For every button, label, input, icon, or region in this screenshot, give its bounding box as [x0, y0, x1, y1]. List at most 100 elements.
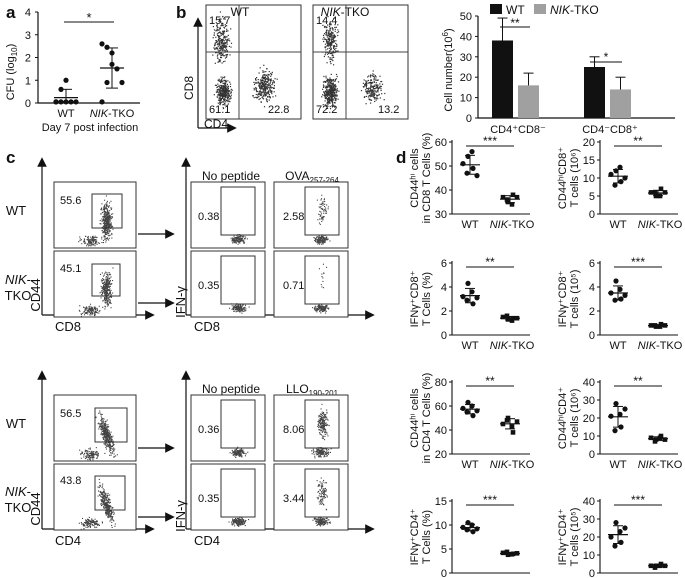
flow-dot [328, 425, 330, 427]
flow-dot [372, 70, 374, 72]
flow-dot [317, 243, 319, 245]
flow-dot [106, 502, 108, 504]
flow-dot [103, 231, 105, 233]
flow-dot [87, 313, 89, 315]
flow-dot [236, 452, 238, 454]
flow-dot [333, 95, 335, 97]
flow-dot [337, 98, 339, 100]
flow-dot [217, 94, 219, 96]
flow-dot [273, 85, 275, 87]
flow-dot [104, 204, 106, 206]
flow-dot [242, 304, 244, 306]
flow-dot [229, 54, 231, 56]
flow-dot [109, 301, 111, 303]
flow-dot [320, 413, 322, 415]
flow-dot [240, 307, 242, 309]
flow-dot [327, 37, 329, 39]
flow-dot [334, 78, 336, 80]
flow-dot [323, 26, 326, 28]
flow-dot [80, 454, 82, 456]
flow-dot [378, 94, 380, 96]
flow-dot [266, 74, 268, 77]
flow-dot [113, 455, 115, 457]
flow-dot [322, 310, 324, 312]
flow-dot [271, 90, 273, 93]
flow-dot [105, 492, 107, 494]
flow-dot [334, 102, 336, 104]
flow-dot [313, 453, 315, 455]
flow-dot [270, 79, 272, 81]
flow-dot [223, 82, 225, 85]
flow-dot [105, 300, 107, 302]
flow-dot [225, 50, 227, 52]
flow-dot [243, 451, 245, 453]
flow-dot [315, 522, 317, 524]
flow-dot [264, 79, 266, 81]
flow-dot [106, 426, 108, 428]
flow-dot [103, 217, 105, 219]
flow-dot [236, 451, 238, 453]
flow-dot [97, 452, 99, 454]
flow-dot [263, 78, 265, 80]
flow-dot [335, 47, 337, 49]
flow-dot [262, 88, 265, 90]
flow-dot [333, 64, 335, 66]
flow-dot [216, 89, 218, 91]
flow-dot [319, 214, 321, 216]
flow-dot [101, 417, 103, 419]
flow-dot [101, 203, 103, 205]
c-ifn-plot-nopeptide [190, 250, 266, 318]
c-gating-plot [53, 181, 137, 249]
flow-dot [100, 428, 102, 430]
flow-dot [317, 308, 319, 310]
flow-dot [104, 302, 106, 304]
flow-dot [83, 241, 85, 243]
bar-nik [518, 85, 539, 118]
flow-dot [221, 92, 223, 94]
flow-dot [99, 223, 101, 225]
flow-dot [326, 454, 328, 456]
flow-dot [329, 77, 331, 79]
flow-dot [90, 454, 92, 456]
flow-dot [106, 302, 108, 304]
flow-dot [227, 34, 229, 36]
flow-dot [96, 240, 98, 242]
flow-dot [237, 240, 239, 242]
flow-dot [108, 506, 110, 508]
flow-dot [327, 35, 330, 37]
flow-dot [100, 285, 102, 287]
flow-dot [324, 201, 326, 203]
flow-dot [108, 273, 110, 275]
panel-a-point [99, 41, 105, 47]
flow-dot [256, 77, 258, 79]
flow-dot [91, 242, 93, 244]
flow-dot [103, 224, 105, 226]
flow-dot [221, 47, 223, 49]
flow-dot [111, 437, 113, 439]
flow-dot [320, 206, 322, 208]
flow-dot [332, 103, 334, 105]
flow-dot [85, 522, 87, 524]
flow-dot [88, 448, 90, 450]
flow-dot [369, 76, 372, 78]
flow-dot [107, 282, 109, 284]
flow-dot [91, 237, 93, 239]
flow-dot [103, 430, 105, 432]
flow-dot [332, 50, 334, 52]
c-top-ifng: IFN-γ [173, 286, 188, 318]
flow-dot [335, 50, 337, 52]
flow-dot [322, 412, 324, 414]
flow-dot [255, 93, 257, 96]
flow-dot [101, 238, 103, 240]
flow-dot [105, 420, 107, 422]
flow-dot [91, 453, 93, 455]
flow-dot [370, 88, 372, 90]
flow-dot [366, 92, 368, 94]
flow-dot [90, 236, 92, 238]
flow-dot [317, 425, 319, 427]
flow-dot [324, 25, 326, 27]
flow-dot [106, 433, 108, 435]
flow-dot [267, 95, 269, 98]
flow-dot [321, 416, 323, 418]
flow-dot [330, 24, 332, 26]
